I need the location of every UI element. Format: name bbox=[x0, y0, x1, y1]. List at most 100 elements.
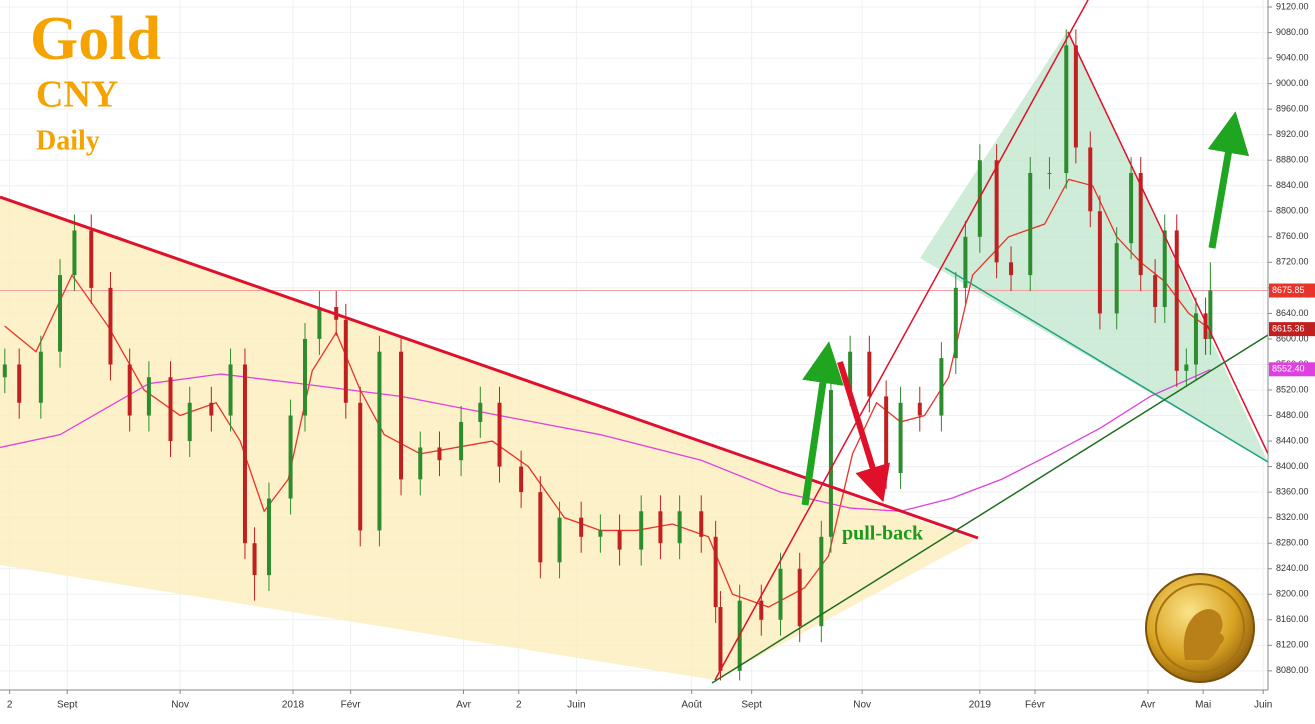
x-tick-label: Avr bbox=[1141, 700, 1156, 711]
candle-body bbox=[127, 364, 132, 416]
y-tick-label: 8320.00 bbox=[1276, 512, 1309, 522]
price-label: 8615.36 bbox=[1272, 324, 1305, 334]
candle-body bbox=[939, 358, 944, 416]
candle-body bbox=[2, 364, 7, 378]
x-tick-label: Févr bbox=[1025, 700, 1046, 711]
price-label: 8552.40 bbox=[1272, 364, 1305, 374]
candle-body bbox=[917, 402, 922, 416]
candle-body bbox=[1073, 45, 1078, 148]
candle-body bbox=[639, 511, 644, 550]
y-tick-label: 9080.00 bbox=[1276, 27, 1309, 37]
candle-body bbox=[58, 275, 63, 352]
price-label-box bbox=[1269, 362, 1315, 377]
y-tick-label: 8640.00 bbox=[1276, 308, 1309, 318]
candle-body bbox=[209, 402, 214, 416]
y-tick-label: 8920.00 bbox=[1276, 129, 1309, 139]
price-label-box bbox=[1269, 322, 1315, 337]
candle-body bbox=[242, 364, 247, 544]
candle-body bbox=[557, 517, 562, 563]
candle-body bbox=[168, 377, 173, 442]
price-label: 8675.85 bbox=[1272, 285, 1305, 295]
chart-title: Gold bbox=[30, 5, 161, 73]
candle-body bbox=[778, 568, 783, 620]
y-tick-label: 8440.00 bbox=[1276, 435, 1309, 445]
x-tick-label: 2 bbox=[516, 700, 522, 711]
candle-body bbox=[994, 160, 999, 263]
x-tick-label: Nov bbox=[171, 700, 189, 711]
candle-body bbox=[828, 390, 833, 537]
candle-body bbox=[266, 498, 271, 576]
candle-body bbox=[848, 351, 853, 390]
arrow bbox=[801, 341, 844, 506]
trendline bbox=[711, 334, 1269, 684]
candle-body bbox=[17, 364, 22, 403]
y-tick-label: 9040.00 bbox=[1276, 52, 1309, 62]
x-tick-label: Sept bbox=[741, 700, 762, 711]
candle-body bbox=[1088, 147, 1093, 212]
candle-body bbox=[677, 511, 682, 544]
candle-body bbox=[759, 600, 764, 620]
trendline bbox=[944, 267, 1269, 463]
candle-body bbox=[377, 351, 382, 531]
x-tick-label: 2018 bbox=[282, 700, 305, 711]
candle-body bbox=[302, 338, 307, 416]
x-tick-label: Nov bbox=[853, 700, 871, 711]
candle-body bbox=[1138, 172, 1143, 276]
y-tick-label: 8720.00 bbox=[1276, 257, 1309, 267]
y-tick-label: 8360.00 bbox=[1276, 487, 1309, 497]
candle-body bbox=[1153, 275, 1158, 308]
x-tick-label: Juin bbox=[1254, 700, 1272, 711]
y-tick-label: 8800.00 bbox=[1276, 206, 1309, 216]
candle-body bbox=[658, 511, 663, 544]
y-tick-label: 8400.00 bbox=[1276, 461, 1309, 471]
candle-body bbox=[399, 351, 404, 480]
candle-body bbox=[1009, 262, 1014, 276]
y-tick-label: 8600.00 bbox=[1276, 333, 1309, 343]
x-tick-label: Avr bbox=[456, 700, 471, 711]
y-tick-label: 8240.00 bbox=[1276, 563, 1309, 573]
candle-body bbox=[38, 351, 43, 403]
candle-body bbox=[89, 230, 94, 288]
x-tick-label: 2019 bbox=[969, 700, 992, 711]
candle-body bbox=[1174, 230, 1179, 371]
candle-body bbox=[418, 447, 423, 480]
candle-body bbox=[288, 415, 293, 499]
candle-body bbox=[1208, 290, 1213, 339]
price-label-box bbox=[1269, 283, 1315, 298]
candle-body bbox=[598, 530, 603, 537]
x-tick-label: 2 bbox=[7, 700, 13, 711]
x-tick-label: Juin bbox=[567, 700, 585, 711]
y-tick-label: 8840.00 bbox=[1276, 180, 1309, 190]
x-axis-panel bbox=[0, 690, 1315, 724]
trendline bbox=[714, 0, 1089, 681]
candle-body bbox=[1162, 230, 1167, 308]
candle-body bbox=[1193, 313, 1198, 365]
y-tick-label: 9000.00 bbox=[1276, 78, 1309, 88]
candle-body bbox=[146, 377, 151, 416]
y-tick-label: 8080.00 bbox=[1276, 665, 1309, 675]
trendline bbox=[1067, 31, 1271, 459]
moving-averages bbox=[0, 178, 1211, 608]
candle-body bbox=[1203, 313, 1208, 339]
coin bbox=[1145, 573, 1255, 683]
candle-body bbox=[108, 287, 113, 365]
candle-body bbox=[1114, 243, 1119, 314]
candle-body bbox=[72, 230, 77, 276]
candle-body bbox=[317, 307, 322, 339]
y-tick-label: 8520.00 bbox=[1276, 384, 1309, 394]
y-tick-label: 8280.00 bbox=[1276, 538, 1309, 548]
y-tick-label: 8960.00 bbox=[1276, 104, 1309, 114]
candle-body bbox=[617, 530, 622, 550]
arrow bbox=[1207, 111, 1250, 249]
trendline bbox=[0, 195, 979, 540]
y-tick-label: 8160.00 bbox=[1276, 614, 1309, 624]
chart-subtitle: CNY bbox=[36, 74, 118, 116]
y-tick-label: 8480.00 bbox=[1276, 410, 1309, 420]
candle-body bbox=[819, 536, 824, 627]
x-tick-label: Mai bbox=[1195, 700, 1211, 711]
coin-rim bbox=[1155, 583, 1245, 673]
coin-portrait bbox=[1183, 609, 1224, 660]
y-tick-label: 8120.00 bbox=[1276, 640, 1309, 650]
annotation: pull-back bbox=[842, 523, 924, 545]
candle-body bbox=[187, 402, 192, 442]
